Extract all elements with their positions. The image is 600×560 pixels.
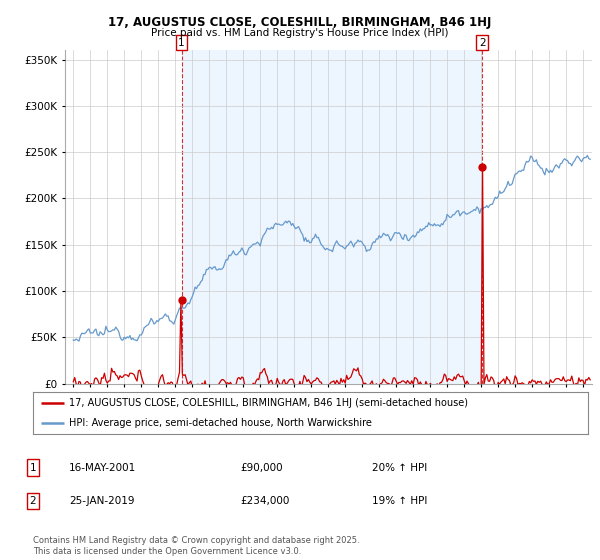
Text: Contains HM Land Registry data © Crown copyright and database right 2025.
This d: Contains HM Land Registry data © Crown c… — [33, 536, 359, 556]
Bar — [182, 50, 482, 384]
Text: £90,000: £90,000 — [240, 463, 283, 473]
Text: Price paid vs. HM Land Registry's House Price Index (HPI): Price paid vs. HM Land Registry's House … — [151, 28, 449, 38]
Text: 17, AUGUSTUS CLOSE, COLESHILL, BIRMINGHAM, B46 1HJ: 17, AUGUSTUS CLOSE, COLESHILL, BIRMINGHA… — [109, 16, 491, 29]
Text: HPI: Average price, semi-detached house, North Warwickshire: HPI: Average price, semi-detached house,… — [69, 418, 372, 428]
Text: 20% ↑ HPI: 20% ↑ HPI — [372, 463, 427, 473]
Text: 19% ↑ HPI: 19% ↑ HPI — [372, 496, 427, 506]
Text: 1: 1 — [29, 463, 37, 473]
Text: 2: 2 — [479, 38, 485, 48]
Text: 17, AUGUSTUS CLOSE, COLESHILL, BIRMINGHAM, B46 1HJ (semi-detached house): 17, AUGUSTUS CLOSE, COLESHILL, BIRMINGHA… — [69, 398, 468, 408]
Text: 2: 2 — [29, 496, 37, 506]
Text: 16-MAY-2001: 16-MAY-2001 — [69, 463, 136, 473]
Text: £234,000: £234,000 — [240, 496, 289, 506]
Text: 1: 1 — [178, 38, 185, 48]
Text: 25-JAN-2019: 25-JAN-2019 — [69, 496, 134, 506]
